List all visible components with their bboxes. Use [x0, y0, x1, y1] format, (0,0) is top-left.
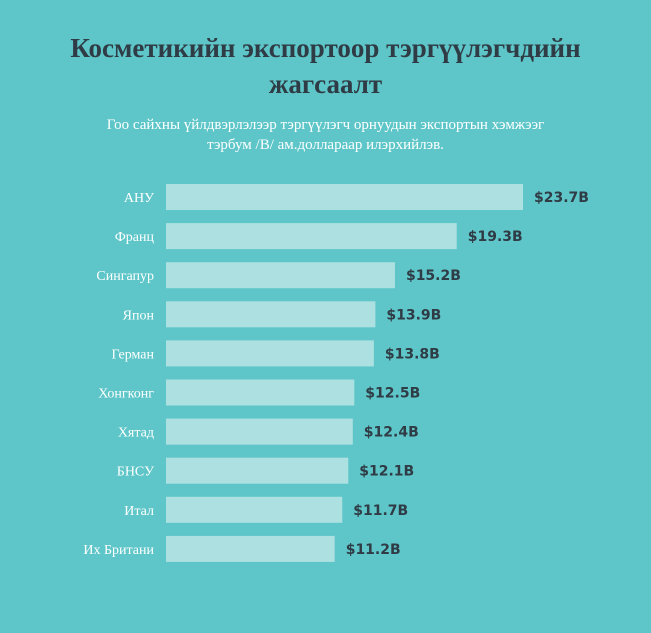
bar-0 — [166, 184, 523, 210]
value-label-0: $23.7B — [534, 190, 589, 206]
value-label-9: $11.2B — [346, 542, 401, 558]
category-label-9: Их Британи — [83, 543, 154, 558]
category-label-5: Хонгконг — [98, 387, 154, 402]
value-label-7: $12.1B — [359, 464, 414, 480]
value-label-3: $13.9B — [386, 307, 441, 323]
bar-3 — [166, 301, 376, 328]
value-label-4: $13.8B — [385, 346, 440, 362]
category-label-7: БНСУ — [117, 465, 154, 480]
bar-9 — [166, 535, 335, 562]
title-line-2: жагсаалт — [268, 69, 383, 99]
category-label-4: Герман — [112, 347, 155, 362]
value-label-2: $15.2B — [406, 268, 461, 284]
subtitle-line-2: тэрбум /B/ ам.доллараар илэрхийлэв. — [207, 137, 444, 153]
bar-2 — [166, 262, 395, 289]
page-title: Косметикийн экспортоор тэргүүлэгчдийн жа… — [0, 30, 651, 102]
bar-5 — [166, 379, 355, 406]
bar-4 — [166, 340, 374, 367]
value-label-5: $12.5B — [365, 386, 420, 402]
subtitle-line-1: Гоо сайхны үйлдвэрлэлээр тэргүүлэгч орну… — [106, 117, 545, 133]
bar-6 — [166, 418, 353, 445]
bar-1 — [166, 223, 457, 250]
category-label-1: Франц — [115, 230, 155, 245]
title-line-1: Косметикийн экспортоор тэргүүлэгчдийн — [70, 33, 581, 63]
bar-7 — [166, 457, 349, 484]
value-label-8: $11.7B — [353, 503, 408, 519]
value-label-1: $19.3B — [468, 229, 523, 245]
bar-8 — [166, 496, 343, 523]
page-subtitle: Гоо сайхны үйлдвэрлэлээр тэргүүлэгч орну… — [60, 115, 591, 155]
category-label-6: Хятад — [118, 426, 154, 441]
category-label-3: Япон — [123, 308, 155, 323]
category-label-2: Сингапур — [96, 269, 154, 284]
category-label-0: АНУ — [124, 191, 154, 206]
category-label-8: Итал — [124, 504, 154, 519]
value-label-6: $12.4B — [364, 425, 419, 441]
